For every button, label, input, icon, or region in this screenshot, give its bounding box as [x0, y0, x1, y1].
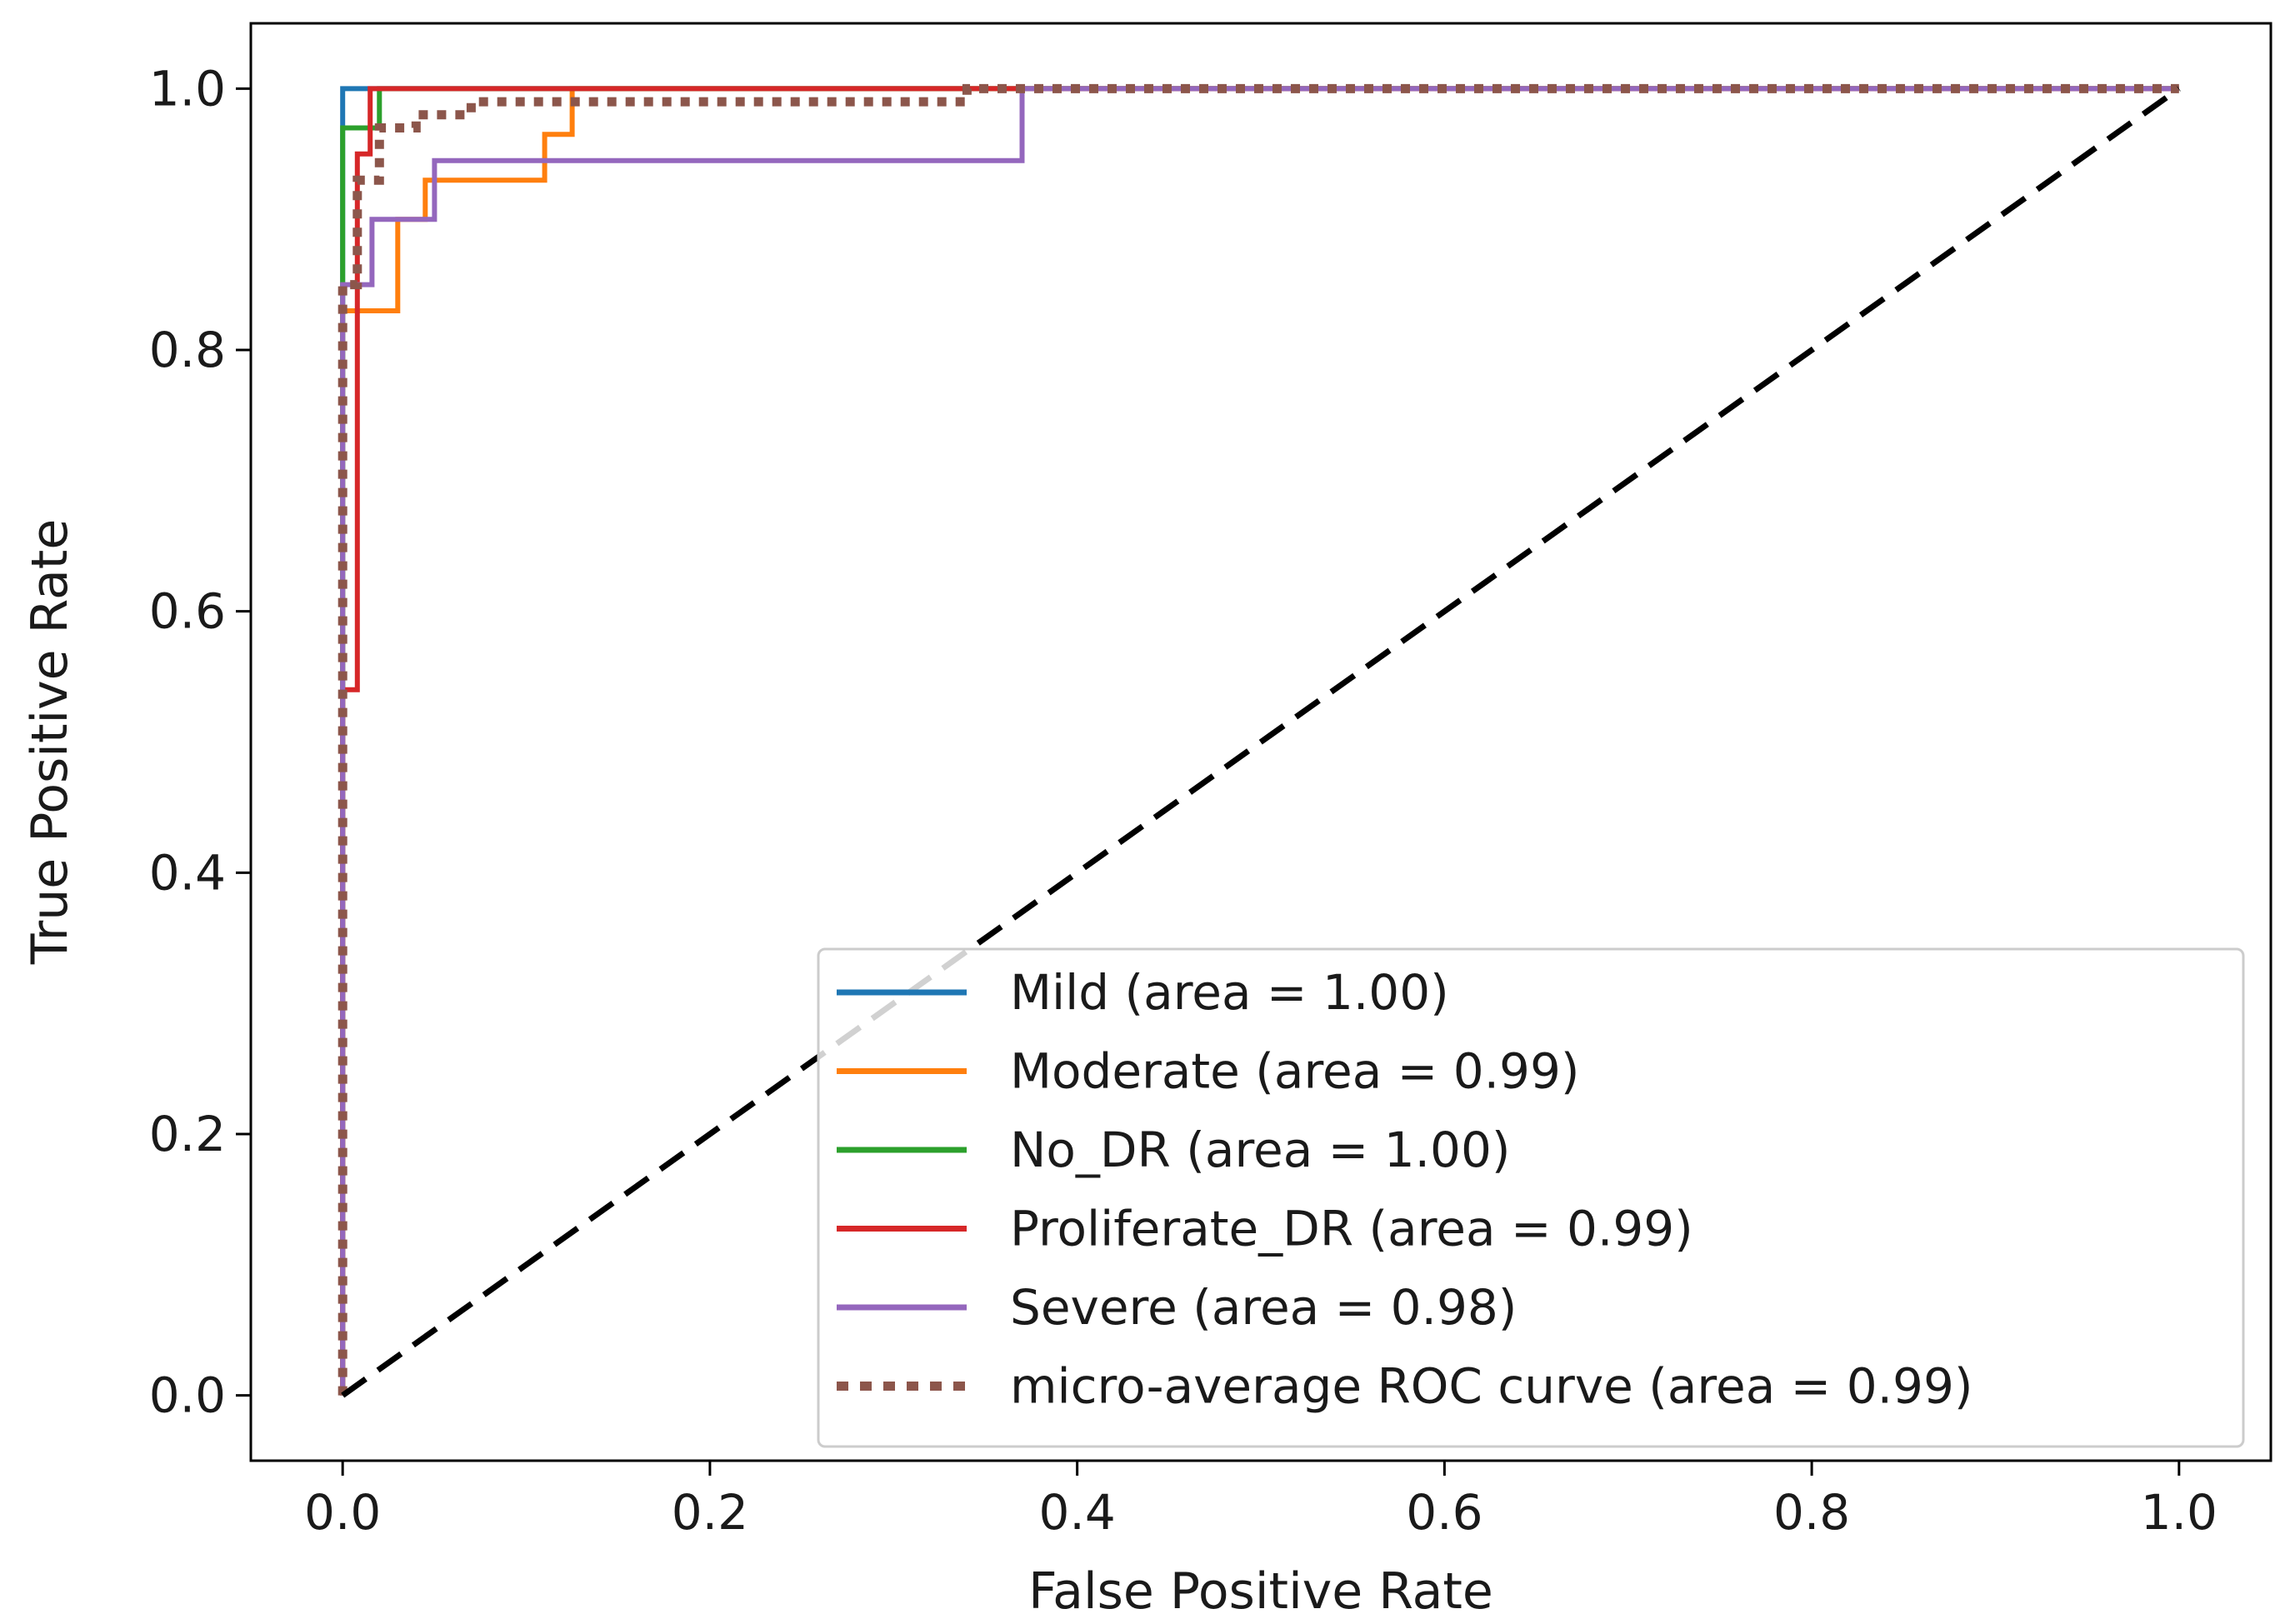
plot-series	[338, 83, 2181, 1398]
plot-frame	[249, 22, 2272, 1462]
legend-label: Severe (area = 0.98)	[1010, 1279, 1517, 1336]
x-tick-label: 0.0	[304, 1484, 381, 1541]
series-line-micro-average-roc-curve	[338, 83, 2179, 1396]
y-tick-label: 1.0	[149, 60, 226, 117]
legend-box	[817, 947, 2245, 1448]
x-axis-label: False Positive Rate	[1028, 1562, 1493, 1621]
legend-label: Proliferate_DR (area = 0.99)	[1010, 1201, 1693, 1257]
y-tick-label: 0.0	[149, 1367, 226, 1424]
y-tick-label: 0.2	[149, 1106, 226, 1162]
legend-label: Moderate (area = 0.99)	[1010, 1043, 1579, 1100]
x-tick-label: 1.0	[2141, 1484, 2218, 1541]
legend-label: Mild (area = 1.00)	[1010, 964, 1449, 1021]
legend-label: micro-average ROC curve (area = 0.99)	[1010, 1358, 1972, 1415]
legend-label: No_DR (area = 1.00)	[1010, 1122, 1510, 1178]
x-tick-label: 0.6	[1406, 1484, 1482, 1541]
x-axis-ticks: 0.0 0.2 0.4 0.6 0.8 1.0	[304, 1461, 2218, 1541]
y-tick-label: 0.4	[149, 844, 226, 901]
y-axis-label: True Positive Rate	[21, 519, 79, 965]
series-line-moderate	[340, 86, 2179, 1396]
x-tick-label: 0.2	[672, 1484, 748, 1541]
x-tick-label: 0.4	[1039, 1484, 1116, 1541]
x-tick-label: 0.8	[1773, 1484, 1850, 1541]
y-tick-label: 0.8	[149, 322, 226, 378]
legend: Mild (area = 1.00) Moderate (area = 0.99)…	[817, 947, 2245, 1448]
series-line-chance	[341, 86, 2181, 1398]
y-axis-ticks: 0.0 0.2 0.4 0.6 0.8 1.0	[149, 60, 251, 1424]
y-tick-label: 0.6	[149, 583, 226, 640]
